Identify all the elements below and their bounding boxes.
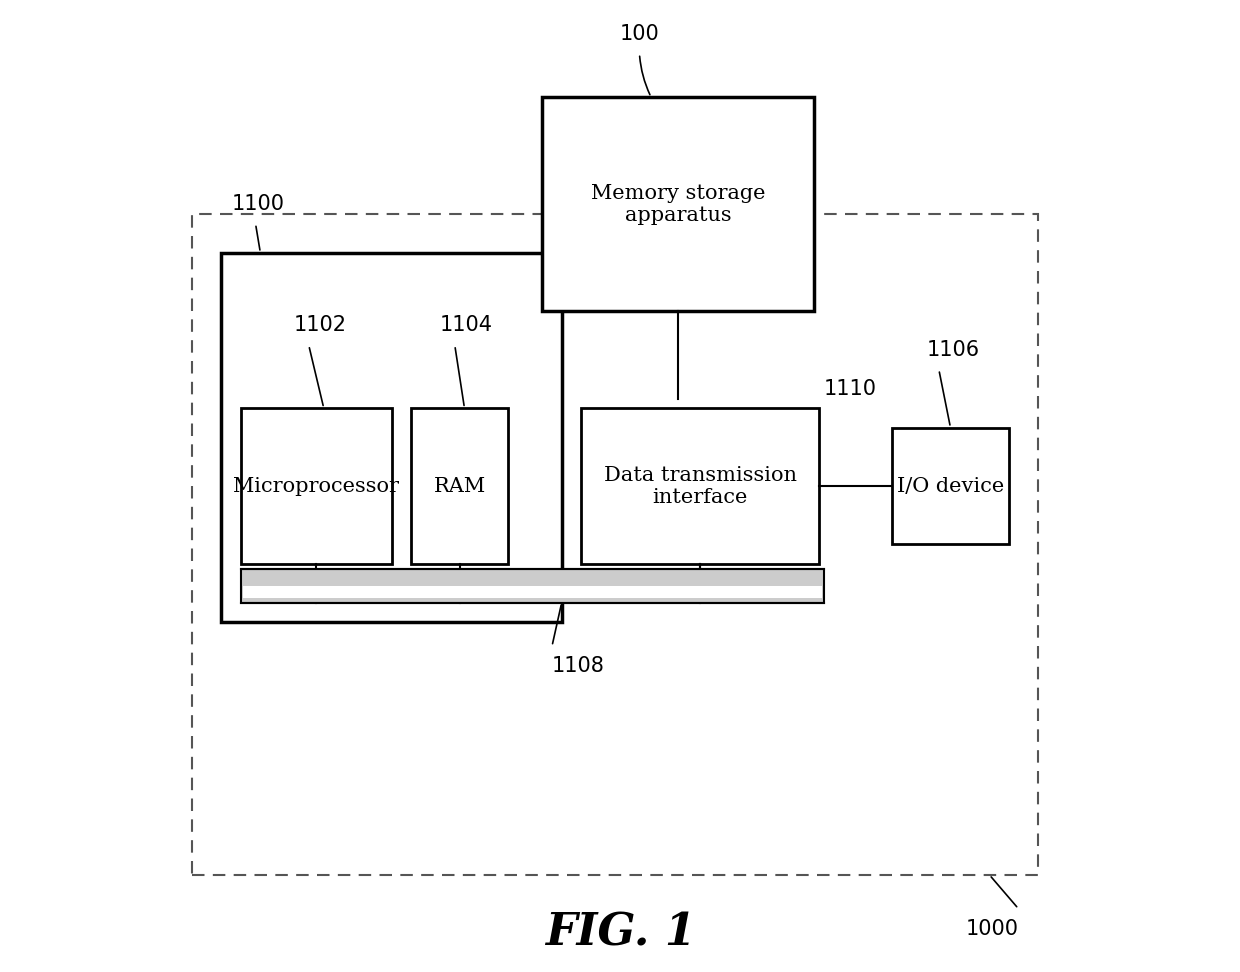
FancyBboxPatch shape	[410, 408, 508, 564]
Text: 1106: 1106	[928, 339, 981, 360]
FancyBboxPatch shape	[222, 253, 562, 622]
Text: I/O device: I/O device	[897, 476, 1004, 496]
Text: Microprocessor: Microprocessor	[233, 476, 399, 496]
Text: 100: 100	[620, 23, 660, 44]
Text: Data transmission
interface: Data transmission interface	[604, 466, 796, 506]
FancyBboxPatch shape	[241, 408, 392, 564]
FancyBboxPatch shape	[243, 585, 822, 598]
Text: 1110: 1110	[825, 378, 877, 399]
Text: RAM: RAM	[434, 476, 486, 496]
FancyBboxPatch shape	[892, 428, 1009, 544]
FancyBboxPatch shape	[582, 408, 820, 564]
FancyBboxPatch shape	[542, 97, 815, 311]
Text: Memory storage
apparatus: Memory storage apparatus	[591, 184, 765, 225]
Text: 1100: 1100	[231, 193, 284, 214]
Text: 1102: 1102	[294, 315, 347, 335]
Text: 1104: 1104	[440, 315, 494, 335]
Text: 1108: 1108	[552, 656, 605, 677]
Text: FIG. 1: FIG. 1	[544, 912, 696, 955]
FancyBboxPatch shape	[241, 569, 825, 603]
Text: 1000: 1000	[966, 919, 1018, 939]
